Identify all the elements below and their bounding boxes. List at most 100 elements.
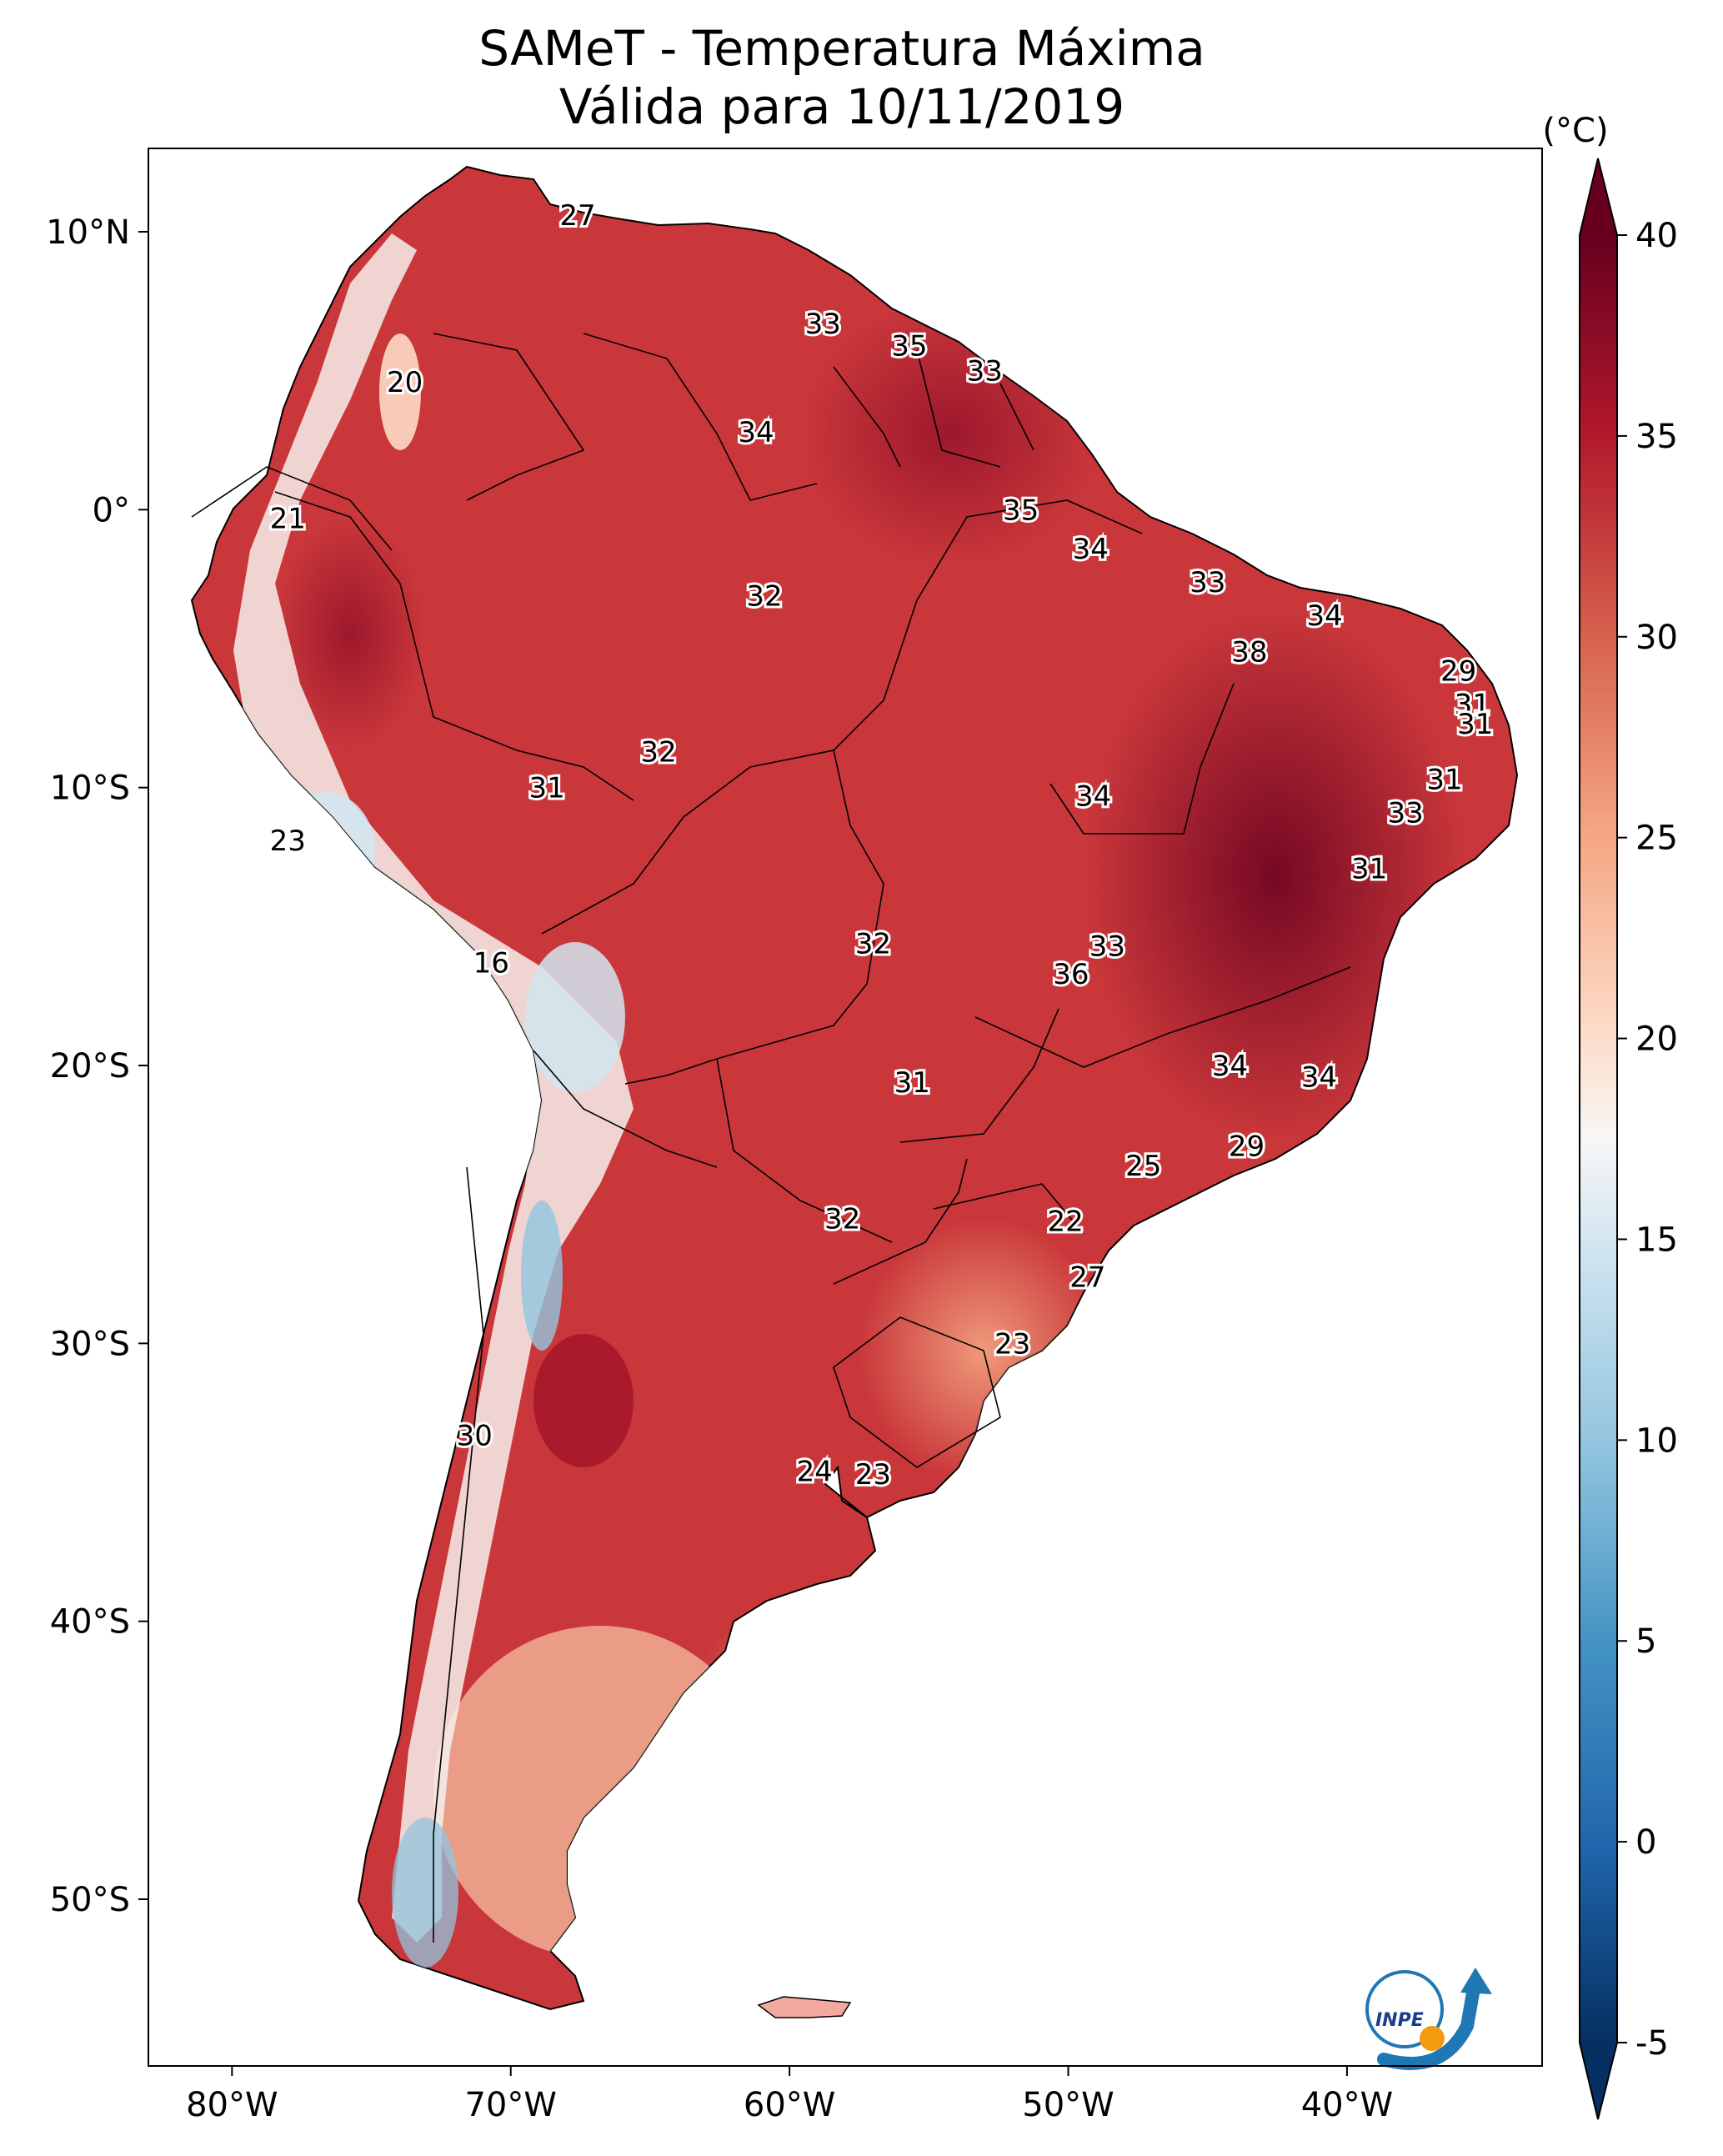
border-colombia <box>433 333 585 501</box>
colorbar-tick-label: -5 <box>1635 2024 1669 2063</box>
border-paraguay <box>716 1058 893 1243</box>
logo-ring-icon <box>1365 1970 1444 2048</box>
temperature-label: 31 <box>529 772 565 805</box>
temperature-label: 32 <box>640 735 676 769</box>
temperature-label: 20 <box>387 366 423 399</box>
colorbar-top-extension <box>1580 158 1617 235</box>
y-axis: 10°N 0° 10°S 20°S 30°S 40°S 50°S <box>46 213 148 1919</box>
border-brazil-paraguay <box>833 1158 968 1285</box>
border-french-guiana <box>999 383 1034 451</box>
x-tick-label: 70°W <box>464 2086 556 2124</box>
temperature-label: 24 <box>797 1456 833 1489</box>
y-tick-label: 30°S <box>50 1325 130 1363</box>
temperature-label: 29 <box>1229 1131 1265 1164</box>
falkland-islands <box>757 1996 852 2018</box>
temperature-label: 31 <box>1455 689 1490 722</box>
x-axis: 80°W 70°W 60°W 50°W 40°W <box>186 2066 1393 2124</box>
title-line-2: Válida para 10/11/2019 <box>559 78 1124 135</box>
inpe-logo: INPE <box>1365 1968 1492 2070</box>
temperature-label: 38 <box>1231 635 1267 669</box>
x-tick-label: 80°W <box>186 2086 278 2124</box>
cold-southern-andes <box>392 1818 458 1968</box>
temperature-label: 29 <box>1440 655 1476 689</box>
colorbar-ticks: 40 35 30 25 20 15 10 5 0 -5 <box>1617 217 1678 2063</box>
south-america-land <box>190 165 1519 2011</box>
border-brazil-states-north <box>833 499 1143 751</box>
border-brazil-states-mid <box>899 1008 1059 1143</box>
temperature-label: 33 <box>1190 566 1225 599</box>
temperature-label: 31 <box>1426 764 1462 797</box>
border-venezuela-brazil <box>583 333 818 501</box>
temperature-label: 16 <box>473 947 509 980</box>
y-tick-label: 20°S <box>50 1047 130 1086</box>
border-peru-brazil <box>274 491 634 801</box>
colorbar-tick-label: 40 <box>1635 217 1678 255</box>
cold-altiplano <box>525 942 625 1092</box>
y-tick-label: 10°N <box>46 213 130 252</box>
colorbar-tick-label: 30 <box>1635 619 1678 657</box>
temperature-label: 35 <box>891 330 927 364</box>
colorbar-tick-label: 15 <box>1635 1221 1678 1259</box>
hot-core-west-amazon <box>275 517 425 750</box>
temperature-label: 23 <box>270 825 306 858</box>
temperature-label: 22 <box>1048 1206 1084 1239</box>
map-frame <box>148 148 1543 2067</box>
x-tick-label: 40°W <box>1301 2086 1393 2124</box>
colorbar-tick-label: 35 <box>1635 418 1678 456</box>
border-brazil-states-central <box>1049 683 1235 835</box>
temperature-label: 31 <box>1457 708 1493 741</box>
border-guyana <box>833 366 901 468</box>
border-bolivia <box>541 750 884 1085</box>
y-tick-label: 50°S <box>50 1881 130 1919</box>
temperature-label: 33 <box>805 308 841 341</box>
temperature-label: 34 <box>1301 1060 1337 1094</box>
y-tick-label: 0° <box>93 491 130 529</box>
country-borders <box>191 333 1351 1943</box>
hot-core-northeast <box>1084 609 1467 1142</box>
logo-sun-icon <box>1420 2026 1445 2051</box>
temperature-label: 34 <box>1212 1050 1248 1083</box>
y-tick-label: 10°S <box>50 770 130 808</box>
colorbar-tick-label: 25 <box>1635 820 1678 858</box>
temperature-label: 23 <box>855 1458 891 1492</box>
temperature-label: 33 <box>1089 930 1125 964</box>
colorbar-tick-label: 20 <box>1635 1020 1678 1059</box>
temperature-label: 30 <box>457 1419 493 1452</box>
temperature-label: 34 <box>1075 780 1111 814</box>
temperature-label: 31 <box>894 1066 930 1100</box>
cool-colombian-andes <box>379 333 421 450</box>
border-argentina-north <box>533 1050 718 1168</box>
temperature-label: 23 <box>994 1327 1030 1361</box>
colorbar-tick-label: 0 <box>1635 1823 1656 1862</box>
andes-cool-band <box>233 233 634 1943</box>
border-ecuador <box>191 466 393 551</box>
temperature-label: 34 <box>1073 533 1109 566</box>
border-suriname <box>916 349 1001 468</box>
temperature-label: 34 <box>738 416 774 449</box>
colorbar-body <box>1580 235 1617 2043</box>
temperature-label: 21 <box>270 502 306 535</box>
temperature-label: 27 <box>1069 1261 1105 1294</box>
temperature-label: 31 <box>1351 852 1387 885</box>
temperature-label: 32 <box>855 927 891 960</box>
logo-arrow-head-icon <box>1460 1968 1492 1994</box>
colorbar-tick-label: 5 <box>1635 1622 1656 1661</box>
temperature-label: 32 <box>824 1202 860 1236</box>
temperature-label: 33 <box>1388 797 1424 830</box>
temperature-label: 34 <box>1307 599 1343 633</box>
border-uruguay <box>833 1316 1001 1468</box>
temperature-label: 35 <box>1003 494 1039 527</box>
hot-spot-argentina <box>533 1334 634 1467</box>
cold-central-andes <box>521 1201 563 1351</box>
border-brazil-states-south <box>933 1183 1084 1235</box>
border-chile-argentina <box>433 1166 484 1943</box>
temperature-label: 36 <box>1053 958 1089 991</box>
temperature-label: 33 <box>967 355 1003 389</box>
logo-text: INPE <box>1375 2010 1424 2031</box>
temperature-label: 32 <box>746 580 782 614</box>
y-tick-label: 40°S <box>50 1603 130 1642</box>
temperature-label: 27 <box>559 199 595 233</box>
colorbar-unit: (°C) <box>1542 112 1608 150</box>
